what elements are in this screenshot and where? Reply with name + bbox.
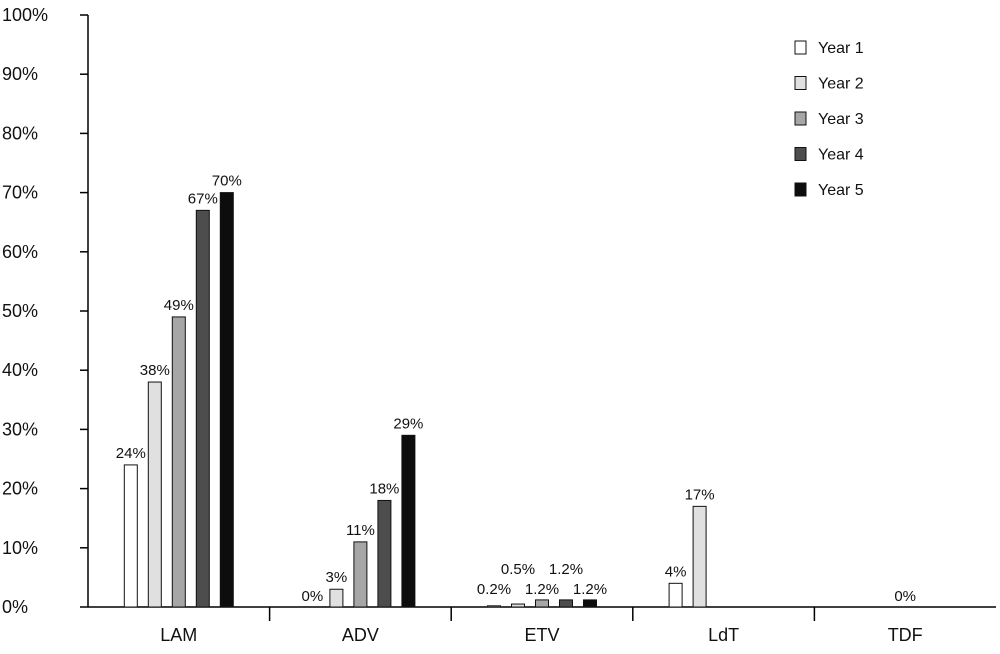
bar [377, 499, 392, 608]
y-tick-label: 40% [2, 360, 38, 380]
data-label: 1.2% [549, 561, 583, 578]
bar [401, 434, 416, 608]
data-label: 0% [894, 588, 916, 605]
bar-series [123, 192, 707, 608]
data-labels: 24%38%49%67%70%0%3%11%18%29%0.2%0.5%1.2%… [116, 173, 916, 605]
y-tick-label: 100% [2, 5, 48, 25]
bar [487, 605, 501, 608]
data-label: 1.2% [573, 581, 607, 598]
bar [692, 505, 707, 608]
legend-label: Year 5 [818, 182, 864, 199]
data-label: 29% [393, 415, 423, 432]
legend-swatch [794, 40, 807, 55]
legend-swatch [794, 182, 807, 197]
data-label: 3% [326, 569, 348, 586]
data-label: 0.5% [501, 561, 535, 578]
data-label: 17% [685, 486, 715, 503]
bar [511, 603, 525, 608]
bar [219, 192, 234, 608]
x-axis-category-labels: LAM ADV ETV LdT TDF [160, 625, 922, 645]
y-tick-label: 20% [2, 479, 38, 499]
data-label: 67% [188, 190, 218, 207]
bar [535, 599, 549, 608]
x-category-label: LAM [160, 625, 197, 645]
legend-swatch [794, 147, 807, 161]
y-tick-label: 90% [2, 64, 38, 84]
chart-legend: Year 1 Year 2 Year 3 Year 4 Year 5 [794, 40, 864, 199]
legend-label: Year 2 [818, 76, 864, 93]
data-label: 4% [665, 563, 687, 580]
data-label: 11% [346, 522, 375, 539]
x-category-label: TDF [888, 625, 923, 645]
y-tick-label: 30% [2, 419, 38, 439]
legend-label: Year 1 [818, 40, 864, 57]
data-label: 18% [369, 480, 399, 497]
y-tick-label: 0% [2, 597, 28, 617]
y-tick-label: 50% [2, 301, 38, 321]
bar [123, 464, 138, 608]
y-tick-label: 70% [2, 183, 38, 203]
y-tick-label: 80% [2, 123, 38, 143]
bar [353, 541, 368, 608]
legend-swatch [794, 111, 807, 126]
bar [668, 582, 683, 608]
y-tick-label: 60% [2, 242, 38, 262]
bar [147, 381, 162, 608]
legend-swatch [794, 76, 807, 90]
legend-label: Year 3 [818, 111, 864, 128]
bar [559, 599, 573, 608]
data-label: 38% [140, 362, 170, 379]
bar [583, 599, 597, 608]
data-label: 24% [116, 445, 146, 462]
data-label: 1.2% [525, 581, 559, 598]
data-label: 0% [302, 588, 324, 605]
data-label: 0.2% [477, 581, 511, 598]
y-axis-ticks: 0% 10% 20% 30% 40% 50% 60% 70% 80% 90% 100% [2, 5, 88, 617]
data-label: 70% [212, 173, 242, 190]
legend-label: Year 4 [818, 147, 864, 164]
x-category-label: ETV [524, 625, 559, 645]
bar [195, 209, 210, 608]
x-category-label: ADV [342, 625, 379, 645]
x-category-label: LdT [708, 625, 739, 645]
bar [329, 588, 344, 608]
y-tick-label: 10% [2, 538, 38, 558]
data-label: 49% [164, 297, 194, 314]
bar [171, 316, 186, 608]
